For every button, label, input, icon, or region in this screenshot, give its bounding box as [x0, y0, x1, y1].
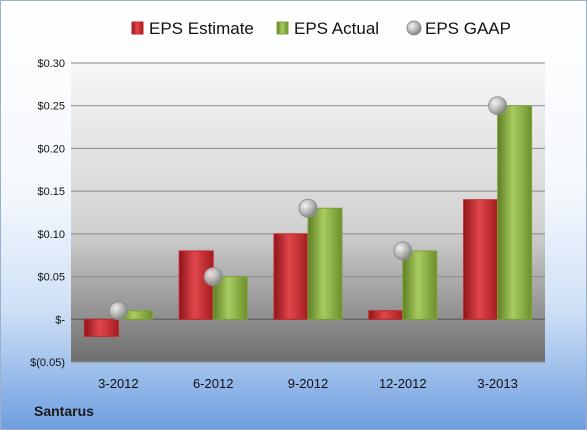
gaap-point [488, 96, 508, 116]
gaap-point [203, 267, 223, 287]
legend-label: EPS Estimate [149, 19, 254, 38]
gaap-legend-marker [406, 20, 422, 36]
actual-bar [402, 250, 438, 320]
y-tick-label: $(0.05) [30, 357, 65, 369]
x-tick-label: 3-2013 [477, 376, 517, 391]
gaap-point [298, 198, 318, 218]
x-axis: 3-2012 6-2012 9-2012 12-2012 3-2013 [98, 376, 518, 391]
y-tick-label: $0.30 [37, 58, 65, 70]
gaap-points [108, 96, 508, 321]
actual-bar [497, 105, 533, 320]
x-tick-label: 3-2012 [98, 376, 138, 391]
estimate-bar [463, 199, 499, 320]
y-tick-label: $0.10 [37, 229, 65, 241]
y-tick-label: $0.20 [37, 143, 65, 155]
y-tick-label: $0.15 [37, 186, 65, 198]
y-axis: $(0.05) $- $0.05 $0.10 $0.15 $0.20 $0.25 $0.30 [30, 58, 65, 369]
estimate-bar [368, 310, 404, 320]
estimate-bar [83, 318, 119, 337]
estimate-bar [273, 233, 309, 320]
estimate-bar [178, 250, 214, 320]
x-tick-label: 12-2012 [379, 376, 427, 391]
estimate-legend-swatch [131, 21, 144, 35]
gaap-point [393, 241, 413, 261]
bars [83, 105, 533, 337]
actual-legend-swatch [276, 21, 289, 35]
company-name: Santarus [34, 403, 94, 419]
x-tick-label: 9-2012 [288, 376, 328, 391]
y-tick-label: $0.25 [37, 101, 65, 113]
y-tick-label: $- [55, 314, 65, 326]
x-tick-label: 6-2012 [193, 376, 233, 391]
legend: EPS Estimate EPS Actual EPS GAAP [131, 19, 511, 38]
gaap-point [108, 301, 128, 321]
y-tick-label: $0.05 [37, 272, 65, 284]
legend-label: EPS GAAP [425, 19, 511, 38]
legend-label: EPS Actual [294, 19, 379, 38]
actual-bar [307, 207, 343, 320]
